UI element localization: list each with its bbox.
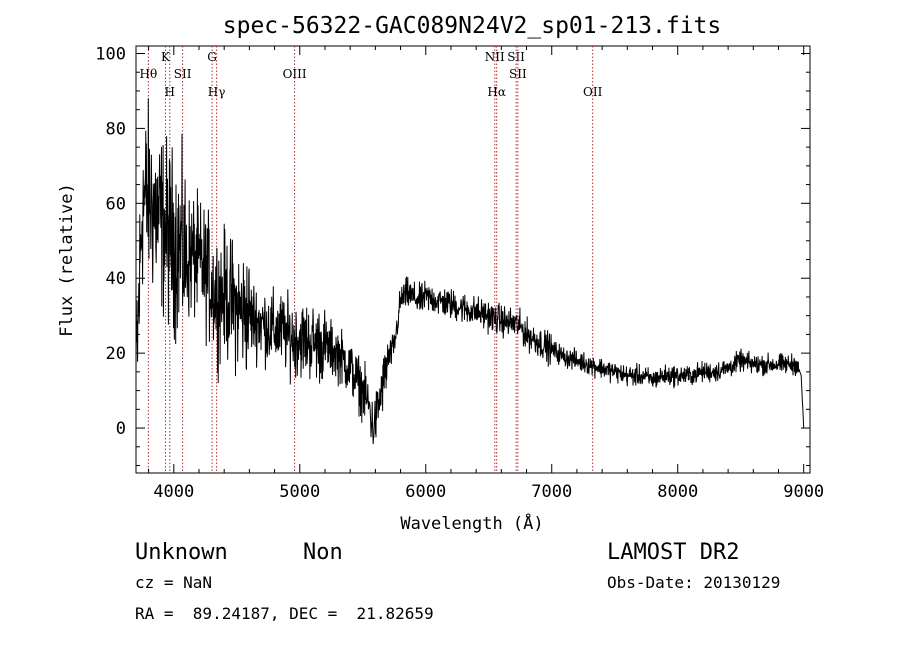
line-marker-label: SII: [509, 67, 527, 81]
plot-area: [135, 45, 811, 474]
line-marker-label: K: [161, 50, 171, 64]
line-marker-label: OII: [583, 85, 603, 99]
y-tick-label: 80: [106, 119, 126, 139]
plot-frame: [135, 45, 811, 474]
x-tick-label: 6000: [405, 482, 446, 502]
line-marker-label: H: [165, 85, 175, 99]
x-tick-label: 9000: [783, 482, 824, 502]
line-marker-label: SII: [507, 50, 525, 64]
x-tick-label: 4000: [153, 482, 194, 502]
y-axis: 0 20 40 60 80 100: [95, 44, 810, 467]
chart-title: spec-56322-GAC089N24V2_sp01-213.fits: [223, 13, 722, 39]
x-tick-label: 8000: [657, 482, 698, 502]
survey-name: LAMOST DR2: [607, 540, 739, 565]
y-axis-label: Flux (relative): [57, 183, 77, 337]
y-tick-label: 20: [106, 344, 126, 364]
spectrum-line: [135, 98, 805, 445]
line-marker-label: Hα: [487, 85, 506, 99]
x-tick-label: 5000: [279, 482, 320, 502]
line-marker-label: Hθ: [139, 67, 157, 81]
redshift-cz: cz = NaN: [135, 573, 212, 592]
x-tick-label: 7000: [531, 482, 572, 502]
y-tick-label: 0: [116, 419, 126, 439]
object-subclass: Non: [303, 540, 343, 565]
line-marker-label: NII: [485, 50, 505, 64]
y-tick-label: 60: [106, 194, 126, 214]
observation-date: Obs-Date: 20130129: [607, 573, 780, 592]
line-marker-label: OIII: [283, 67, 307, 81]
line-marker-label: G: [207, 50, 217, 64]
coordinates: RA = 89.24187, DEC = 21.82659: [135, 604, 434, 623]
x-axis-label: Wavelength (Å): [400, 512, 543, 534]
y-tick-label: 100: [95, 44, 126, 64]
line-marker-label: Hγ: [208, 85, 226, 99]
x-axis: 4000 5000 6000 7000 8000 9000: [148, 46, 824, 502]
y-tick-label: 40: [106, 269, 126, 289]
object-class: Unknown: [135, 540, 228, 565]
line-marker-label: SII: [174, 67, 192, 81]
